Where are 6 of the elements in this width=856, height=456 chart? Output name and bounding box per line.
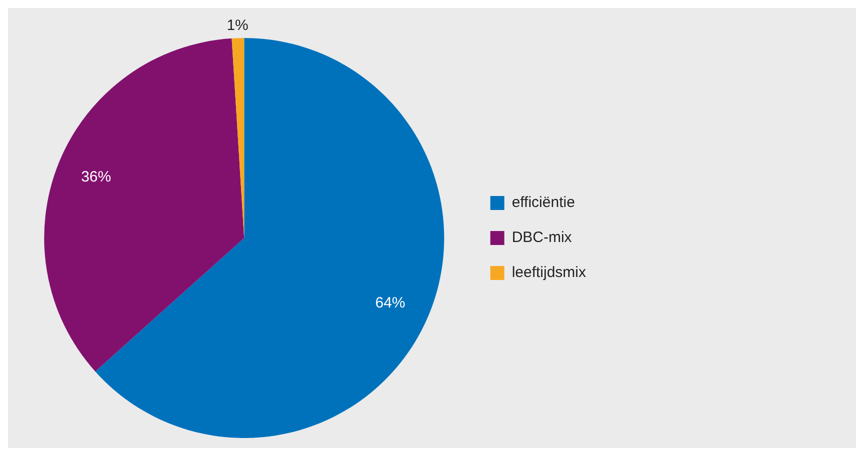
data-label: 36% xyxy=(81,168,112,186)
data-label: 1% xyxy=(226,17,248,34)
legend-label: DBC-mix xyxy=(512,229,572,246)
data-label: 64% xyxy=(375,294,406,312)
legend-label: leeftijdsmix xyxy=(512,264,586,282)
legend-label: efficiëntie xyxy=(512,194,575,212)
